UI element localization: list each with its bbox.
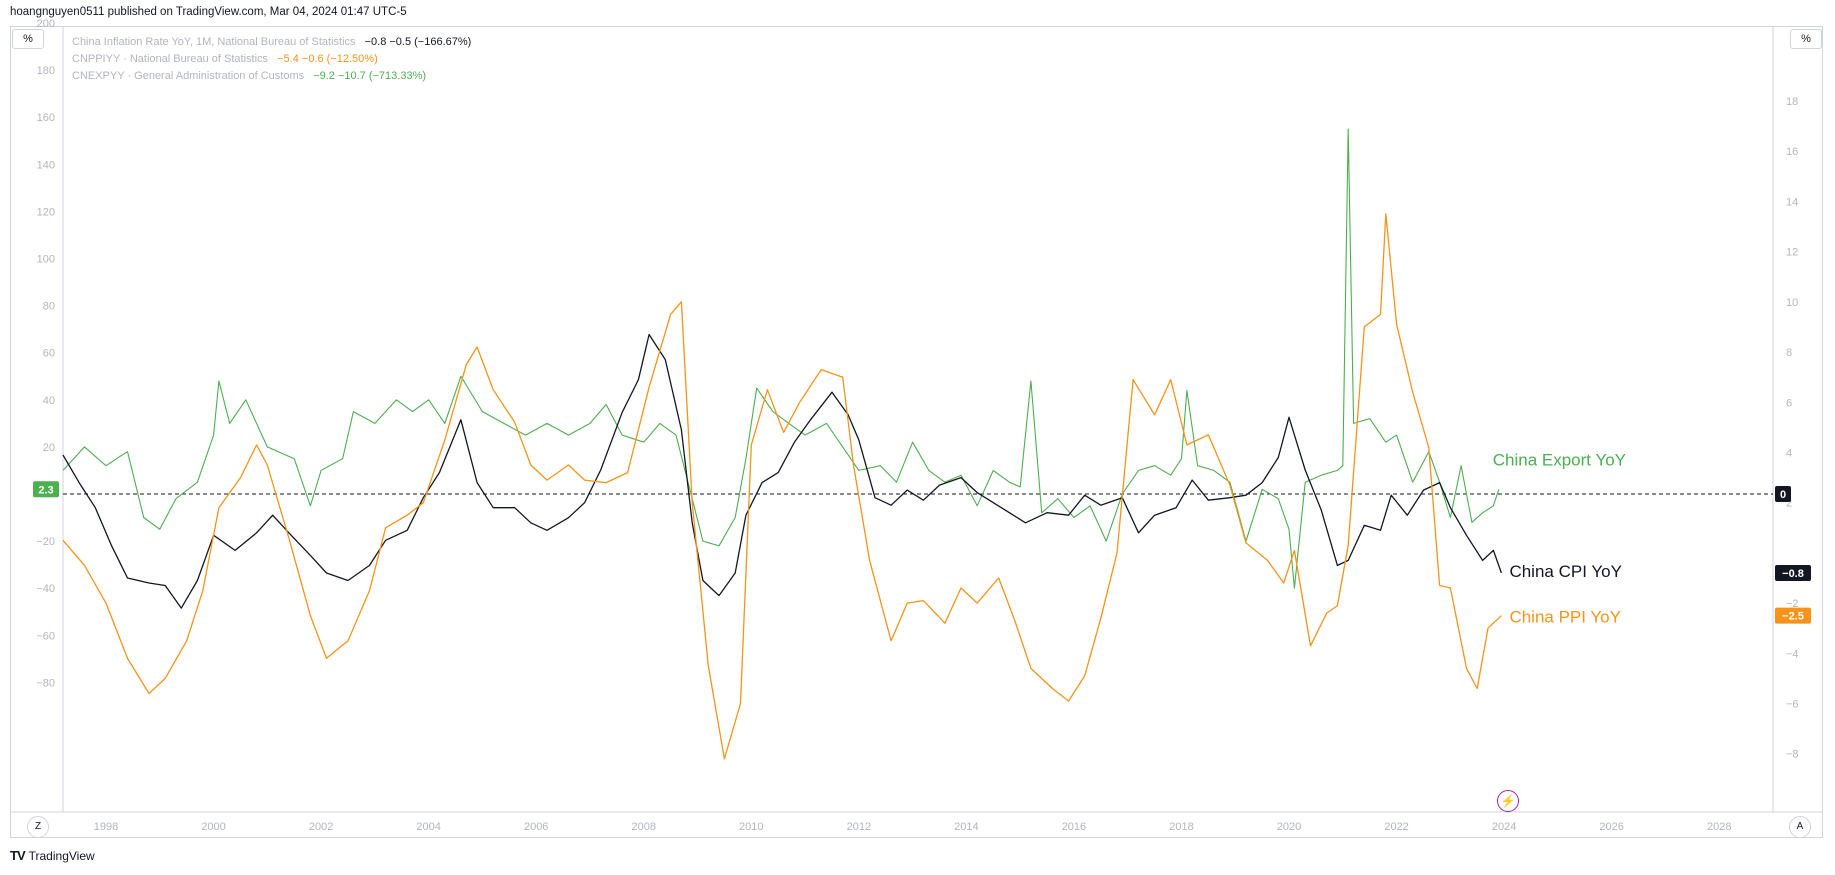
- legend-name-cpi: China Inflation Rate YoY, 1M, National B…: [72, 36, 356, 48]
- footer-brand[interactable]: TradingView: [28, 848, 95, 863]
- lightning-icon[interactable]: ⚡: [1497, 790, 1519, 812]
- left-axis-unit-button[interactable]: %: [12, 29, 44, 49]
- tradingview-logo-icon: TV: [10, 848, 26, 863]
- publisher-caption: hoangnguyen0511 published on TradingView…: [10, 6, 407, 18]
- legend-name-ppi: CNPPIYY · National Bureau of Statistics: [72, 53, 269, 65]
- chart-frame: [10, 26, 1823, 838]
- footer: TV TradingView: [10, 848, 95, 863]
- legend-name-export: CNEXPYY · General Administration of Cust…: [72, 70, 305, 82]
- legend-row-export[interactable]: CNEXPYY · General Administration of Cust…: [72, 68, 471, 85]
- auto-scale-a-button[interactable]: A: [1789, 816, 1811, 838]
- legend-row-ppi[interactable]: CNPPIYY · National Bureau of Statistics …: [72, 51, 471, 68]
- legend-values-ppi: −5.4 −0.6 (−12.50%): [277, 53, 378, 65]
- legend-values-export: −9.2 −10.7 (−713.33%): [313, 70, 427, 82]
- legend: China Inflation Rate YoY, 1M, National B…: [72, 34, 471, 85]
- right-axis-unit-button[interactable]: %: [1790, 29, 1822, 49]
- auto-scale-z-button[interactable]: Z: [27, 816, 49, 838]
- legend-values-cpi: −0.8 −0.5 (−166.67%): [364, 36, 472, 48]
- legend-row-cpi[interactable]: China Inflation Rate YoY, 1M, National B…: [72, 34, 471, 51]
